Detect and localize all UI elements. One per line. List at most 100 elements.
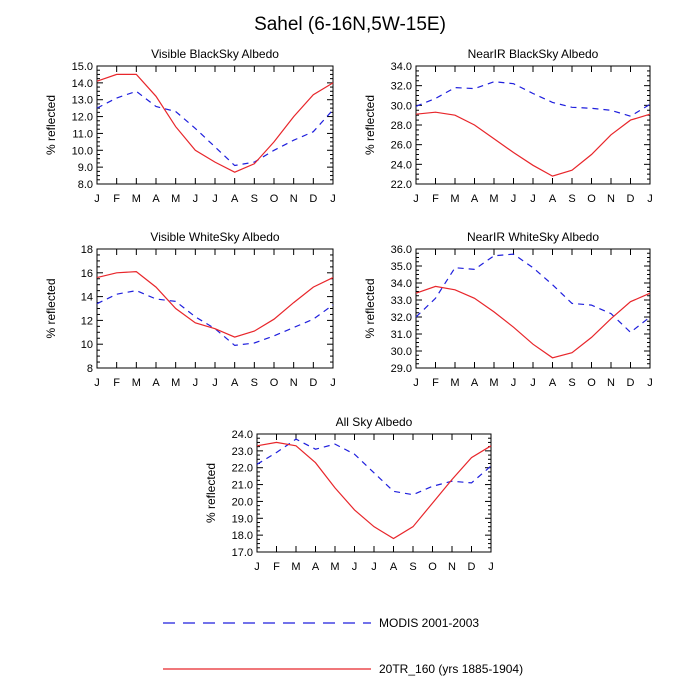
y-tick-label: 33.0	[391, 295, 412, 307]
x-tick-label: M	[132, 193, 141, 205]
y-tick-label: 12.0	[72, 112, 93, 124]
series-line-modis	[256, 438, 492, 496]
x-tick-label: S	[251, 193, 258, 205]
plot-frame	[96, 248, 334, 369]
y-tick-label: 28.0	[391, 120, 412, 132]
x-tick-label: S	[409, 561, 416, 573]
x-tick-label: A	[152, 377, 160, 389]
y-tick-label: 34.0	[391, 61, 412, 73]
x-tick-label: N	[290, 377, 298, 389]
series-line-20tr	[415, 285, 651, 359]
plot-frame	[96, 65, 334, 185]
y-tick-label: 24.0	[232, 429, 253, 441]
y-tick-label: 12	[81, 315, 93, 327]
y-tick-label: 26.0	[391, 140, 412, 152]
y-tick-label: 32.0	[391, 312, 412, 324]
plot-frame	[415, 248, 651, 369]
x-tick-label: F	[113, 377, 120, 389]
x-tick-label: O	[587, 193, 596, 205]
y-tick-label: 17.0	[232, 547, 253, 559]
x-tick-label: J	[193, 193, 199, 205]
x-tick-label: O	[428, 561, 437, 573]
y-tick-label: 9.0	[78, 162, 93, 174]
series-line-20tr	[415, 111, 651, 177]
x-tick-label: N	[607, 193, 615, 205]
x-tick-label: M	[171, 377, 180, 389]
x-tick-label: J	[530, 377, 536, 389]
y-axis-label: % reflected	[44, 95, 58, 155]
x-tick-label: D	[309, 377, 317, 389]
y-tick-label: 22.0	[391, 179, 412, 191]
y-tick-label: 18	[81, 244, 93, 256]
x-tick-label: J	[647, 193, 653, 205]
y-tick-label: 29.0	[391, 363, 412, 375]
x-tick-label: A	[549, 193, 557, 205]
y-axis-label: % reflected	[363, 278, 377, 338]
data-point-modis	[610, 109, 613, 112]
panels: Visible BlackSky Albedo % reflected 8.0 9.0…	[44, 47, 653, 573]
x-tick-label: J	[330, 377, 336, 389]
x-tick-label: F	[432, 193, 439, 205]
x-tick-label: J	[212, 193, 218, 205]
y-tick-label: 21.0	[232, 480, 253, 492]
y-tick-label: 14.0	[72, 78, 93, 90]
y-tick-label: 15.0	[72, 61, 93, 73]
legend-label-20tr: 20TR_160 (yrs 1885-1904)	[379, 662, 523, 676]
y-tick-label: 19.0	[232, 513, 253, 525]
x-tick-label: J	[352, 561, 358, 573]
x-tick-label: F	[432, 377, 439, 389]
series-line-20tr	[96, 270, 334, 338]
y-axis-label: % reflected	[44, 278, 58, 338]
series-line-modis	[415, 253, 651, 334]
x-tick-label: J	[488, 561, 494, 573]
plot-frame	[256, 433, 492, 553]
x-tick-label: J	[193, 377, 199, 389]
panel-title: Visible BlackSky Albedo	[151, 47, 279, 61]
x-tick-label: J	[413, 193, 419, 205]
x-tick-label: D	[468, 561, 476, 573]
legend-label-modis: MODIS 2001-2003	[379, 616, 479, 630]
data-point-modis	[194, 315, 197, 318]
legend: MODIS 2001-2003 20TR_160 (yrs 1885-1904)	[163, 616, 523, 676]
x-tick-label: N	[448, 561, 456, 573]
x-tick-label: M	[489, 193, 498, 205]
y-tick-label: 20.0	[232, 496, 253, 508]
data-point-modis	[214, 145, 217, 148]
x-tick-label: J	[511, 377, 517, 389]
figure-title: Sahel (6-16N,5W-15E)	[254, 14, 446, 35]
data-point-modis	[312, 318, 315, 321]
x-tick-label: A	[231, 193, 239, 205]
chart-panel: NearIR BlackSky Albedo % reflected 22.0 24.…	[363, 47, 653, 205]
y-tick-label: 35.0	[391, 261, 412, 273]
data-point-modis	[473, 87, 476, 90]
y-tick-label: 30.0	[391, 100, 412, 112]
chart-panel: Visible BlackSky Albedo % reflected 8.0 9.0…	[44, 47, 336, 205]
x-tick-label: M	[450, 377, 459, 389]
panel-title: Visible WhiteSky Albedo	[150, 230, 280, 244]
x-tick-label: M	[489, 377, 498, 389]
x-tick-label: M	[291, 561, 300, 573]
series-line-modis	[96, 90, 334, 167]
data-point-modis	[135, 289, 138, 292]
x-tick-label: J	[647, 377, 653, 389]
y-tick-label: 31.0	[391, 329, 412, 341]
x-tick-label: A	[152, 193, 160, 205]
x-tick-label: N	[607, 377, 615, 389]
x-tick-label: J	[511, 193, 517, 205]
panel-title: All Sky Albedo	[336, 415, 413, 429]
y-tick-label: 36.0	[391, 244, 412, 256]
y-tick-label: 8.0	[78, 179, 93, 191]
data-point-modis	[431, 485, 434, 488]
y-tick-label: 30.0	[391, 346, 412, 358]
series-line-20tr	[256, 441, 492, 540]
x-tick-label: A	[231, 377, 239, 389]
y-tick-label: 24.0	[391, 159, 412, 171]
x-tick-label: A	[390, 561, 398, 573]
panel-title: NearIR WhiteSky Albedo	[467, 230, 599, 244]
x-tick-label: D	[627, 193, 635, 205]
data-point-modis	[412, 493, 415, 496]
y-axis-label: % reflected	[204, 463, 218, 523]
y-tick-label: 11.0	[72, 128, 93, 140]
series-line-20tr	[96, 73, 334, 173]
